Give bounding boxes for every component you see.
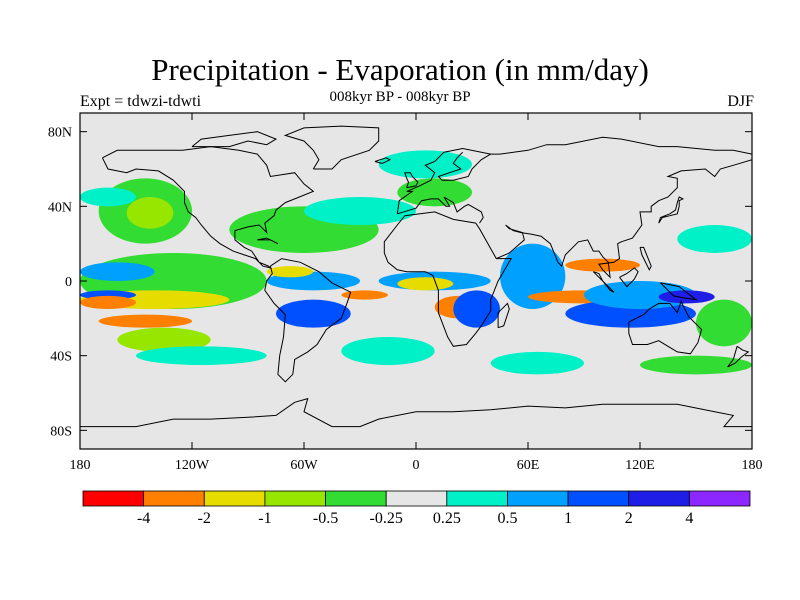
field-region-16 bbox=[266, 266, 314, 278]
coastline-7 bbox=[628, 300, 703, 355]
coastline-5 bbox=[397, 196, 484, 224]
lat-tick-label-2: 0 bbox=[65, 275, 72, 290]
field-region-7 bbox=[80, 262, 155, 281]
field-region-15 bbox=[341, 290, 388, 300]
field-region-26 bbox=[565, 258, 641, 272]
field-region-31 bbox=[490, 351, 584, 375]
colorbar-label-5: 0.25 bbox=[433, 510, 461, 527]
lat-tick-label-0: 80N bbox=[48, 126, 72, 141]
field-region-33 bbox=[658, 290, 715, 304]
lat-tick-label-3: 40S bbox=[50, 350, 72, 365]
lat-tick-label-4: 80S bbox=[50, 424, 72, 439]
coastline-8 bbox=[592, 271, 615, 293]
lon-tick-label-4: 60E bbox=[517, 458, 540, 473]
field-region-28 bbox=[696, 299, 752, 347]
field-region-14 bbox=[276, 299, 351, 328]
field-region-32 bbox=[640, 355, 752, 375]
colorbar-swatch-0 bbox=[82, 490, 145, 507]
colorbar-label-7: 1 bbox=[564, 510, 572, 527]
colorbar-label-4: -0.25 bbox=[370, 510, 403, 527]
lon-tick-label-0: 180 bbox=[70, 458, 91, 473]
colorbar: -4 -2 -1 -0.5 -0.25 0.25 0.5 1 2 4 bbox=[82, 490, 751, 527]
colorbar-swatch-2 bbox=[203, 490, 266, 507]
coastline-9 bbox=[619, 267, 639, 288]
coastline-13 bbox=[283, 125, 380, 170]
colorbar-swatch-8 bbox=[567, 490, 630, 507]
coastline-4 bbox=[437, 151, 491, 181]
field-region-21 bbox=[397, 277, 454, 291]
colorbar-label-0: -4 bbox=[137, 510, 150, 527]
field-region-1 bbox=[126, 197, 174, 229]
colorbar-label-6: 0.5 bbox=[497, 510, 517, 527]
precip-evap-field-layer bbox=[80, 150, 752, 375]
coastline-10 bbox=[660, 282, 698, 301]
coastline-18 bbox=[257, 237, 279, 245]
field-region-4 bbox=[304, 197, 416, 225]
field-region-11 bbox=[117, 327, 211, 352]
coastline-16 bbox=[374, 157, 392, 164]
colorbar-swatch-4 bbox=[325, 490, 387, 507]
colorbar-label-8: 2 bbox=[625, 510, 633, 527]
coastline-20 bbox=[191, 131, 278, 148]
field-region-29 bbox=[378, 150, 473, 179]
experiment-label: Expt = tdwzi-tdwti bbox=[80, 93, 202, 110]
lon-tick-label-6: 180 bbox=[742, 458, 763, 473]
chart-subtitle: 008kyr BP - 008kyr BP bbox=[329, 89, 471, 105]
coastline-2 bbox=[383, 211, 513, 347]
lon-tick-label-1: 120W bbox=[175, 458, 210, 473]
colorbar-label-9: 4 bbox=[685, 510, 693, 527]
colorbar-swatch-1 bbox=[143, 490, 205, 507]
colorbar-swatch-3 bbox=[264, 490, 326, 507]
lat-tick-label-1: 40N bbox=[48, 200, 72, 215]
coastline-19 bbox=[639, 246, 652, 271]
colorbar-label-3: -0.5 bbox=[313, 510, 338, 527]
field-region-12 bbox=[136, 346, 267, 365]
lon-tick-label-2: 60W bbox=[290, 458, 318, 473]
coastline-15 bbox=[404, 172, 419, 189]
colorbar-swatch-10 bbox=[688, 490, 751, 507]
field-region-10 bbox=[98, 314, 192, 328]
lon-tick-label-3: 0 bbox=[413, 458, 420, 473]
field-region-20 bbox=[453, 290, 500, 328]
season-label: DJF bbox=[727, 93, 754, 110]
lon-tick-label-5: 120E bbox=[625, 458, 655, 473]
colorbar-label-2: -1 bbox=[258, 510, 271, 527]
coastline-0 bbox=[101, 146, 315, 269]
colorbar-swatch-5 bbox=[385, 490, 448, 507]
field-region-17 bbox=[341, 337, 435, 365]
colorbar-swatch-6 bbox=[446, 490, 508, 507]
coastline-17 bbox=[497, 302, 510, 329]
coastline-layer bbox=[80, 125, 752, 428]
chart-title: Precipitation - Evaporation (in mm/day) bbox=[151, 52, 649, 87]
colorbar-swatch-7 bbox=[507, 490, 569, 507]
axis-ticks: 80N 40N 0 40S 80S 180 120W 60W 0 60E 120E 180 bbox=[48, 113, 763, 473]
field-region-27 bbox=[677, 225, 752, 253]
coastline-12 bbox=[727, 345, 750, 368]
coastline-1 bbox=[264, 258, 352, 383]
coastline-6 bbox=[496, 159, 752, 279]
field-region-9 bbox=[80, 295, 136, 310]
field-region-25 bbox=[584, 281, 696, 309]
colorbar-swatch-9 bbox=[628, 490, 690, 507]
field-region-2 bbox=[80, 187, 136, 207]
coastline-11 bbox=[658, 196, 685, 224]
coastline-14 bbox=[80, 397, 752, 428]
colorbar-label-1: -2 bbox=[198, 510, 211, 527]
